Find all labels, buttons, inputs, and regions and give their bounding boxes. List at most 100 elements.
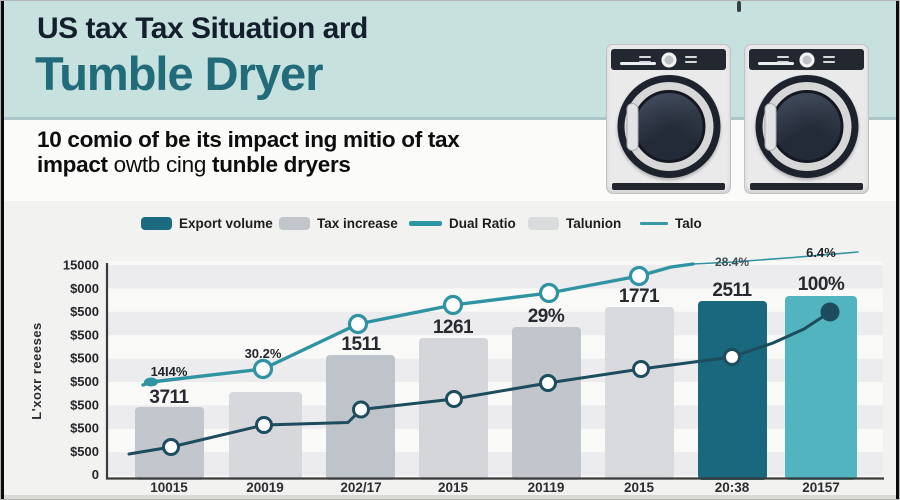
y-tick: $500	[70, 327, 99, 342]
bar-4	[419, 338, 488, 480]
y-axis-title: L'xoxr reeeses	[29, 322, 44, 420]
subtitle-line2-regular: owtb cing	[107, 151, 212, 177]
legend-label: Export volume	[179, 216, 273, 231]
legend-item-export-volume: Export volume	[141, 215, 273, 232]
y-tick: $500	[70, 444, 99, 459]
page-title-line1: US tax Tax Situation ard	[37, 12, 368, 45]
bar-label: 29%	[528, 306, 565, 327]
subtitle-line1: 10 comio of be its impact ing mitio of t…	[37, 127, 460, 152]
y-axis-ticks: 15000 $000 $500 $500 $500 $500 $500 $500…	[63, 258, 99, 483]
stray-mark	[737, 1, 741, 12]
bar-series	[135, 296, 857, 480]
bar-5	[512, 327, 581, 480]
bar-label: 1261	[433, 317, 474, 338]
subtitle-text: 10 comio of be its impact ing mitio of t…	[37, 127, 460, 178]
dryer-panel-dash	[776, 61, 789, 63]
dryer-control-panel	[749, 49, 864, 70]
talo-markers	[162, 348, 741, 456]
dryer-panel-line	[620, 62, 656, 65]
legend-item-talunion: Talunion	[528, 215, 621, 232]
y-tick: $500	[70, 374, 99, 389]
legend-item-dual-ratio: Dual Ratio	[409, 215, 516, 232]
bar-label: 2511	[712, 280, 752, 301]
page-title-line2: Tumble Dryer	[35, 47, 323, 100]
dryer-door-icon	[617, 75, 720, 178]
x-tick: 20157	[802, 480, 840, 495]
right-edge-bar	[896, 1, 899, 499]
bar-label: 1511	[341, 334, 381, 355]
dryer-knob-icon	[799, 52, 814, 67]
y-tick: 15000	[63, 258, 99, 273]
dryer-door-handle	[626, 102, 638, 151]
line-series-dual-ratio	[141, 251, 859, 387]
bar-label: 100%	[798, 274, 845, 295]
bar-8-highlight	[785, 296, 857, 480]
legend-swatch-talunion	[528, 217, 559, 230]
line-series-talo	[127, 302, 840, 456]
y-tick: $500	[70, 304, 99, 319]
legend-label: Tax increase	[317, 216, 398, 231]
subtitle-line2: impact owtb cing tunble dryers	[37, 151, 459, 178]
dryer-door-icon	[755, 75, 858, 178]
legend-item-tax-increase: Tax increase	[279, 215, 398, 232]
y-tick: 0	[92, 467, 99, 482]
dryer-base-strip	[612, 183, 725, 190]
dryer-panel-line	[758, 62, 794, 65]
bar-2	[229, 392, 302, 480]
bar-6	[605, 307, 674, 480]
line-label: 6.4%	[806, 245, 836, 260]
tumble-dryer-icon-1	[606, 44, 731, 194]
x-tick: 20119	[528, 480, 565, 495]
bottom-edge-strip	[1, 495, 899, 499]
dryer-panel-dash	[684, 56, 697, 58]
bar-label: 1771	[619, 286, 660, 307]
legend-swatch-export-volume	[141, 217, 172, 230]
x-tick: 20:38	[715, 480, 750, 495]
dryer-base-strip	[750, 183, 863, 190]
y-tick: $500	[70, 397, 99, 412]
left-edge-bar	[1, 1, 4, 499]
tumble-dryer-icon-2	[744, 44, 869, 194]
subtitle-line2-bold-start: impact	[37, 151, 108, 177]
legend-swatch-talo	[640, 222, 668, 225]
x-tick: 202/17	[340, 480, 381, 495]
line-label: 28.4%	[715, 255, 749, 269]
dryer-control-panel	[611, 49, 726, 70]
dryer-drum	[632, 90, 705, 163]
legend-label: Talunion	[566, 216, 622, 231]
y-tick: $500	[70, 351, 99, 366]
bar-label: 3711	[149, 387, 189, 408]
line-point-labels: 14I4% 30.2% 28.4% 6.4%	[151, 245, 837, 379]
dryer-panel-dash	[822, 56, 835, 58]
legend-label: Talo	[675, 216, 702, 231]
dryer-panel-dash	[638, 56, 651, 58]
dryer-door-handle	[764, 102, 776, 151]
bar-value-labels: 3711 1511 1261 29% 1771 2511 100%	[149, 274, 845, 408]
axis-lines	[105, 263, 884, 480]
x-axis-ticks: 10015 20019 202/17 2015 20119 2015 20:38…	[150, 480, 840, 495]
line-start-marker	[144, 377, 158, 387]
subtitle-line2-bold-end: tunble dryers	[212, 151, 351, 177]
dual-ratio-markers	[252, 265, 650, 380]
legend-swatch-dual-ratio	[409, 221, 442, 226]
dryer-panel-dash	[684, 61, 697, 63]
legend-label: Dual Ratio	[449, 216, 516, 231]
bar-7-export-volume	[698, 301, 767, 480]
x-tick: 10015	[150, 480, 188, 495]
combo-chart: 15000 $000 $500 $500 $500 $500 $500 $500…	[29, 245, 884, 495]
dryer-panel-dash	[822, 61, 835, 63]
y-tick: $500	[70, 421, 99, 436]
dryer-drum	[770, 90, 843, 163]
x-tick: 2015	[438, 480, 469, 495]
legend-swatch-tax-increase	[279, 217, 310, 230]
dryer-knob-icon	[661, 52, 676, 67]
dryer-panel-dash	[638, 61, 651, 63]
legend-item-talo: Talo	[640, 215, 702, 232]
y-tick: $000	[70, 281, 99, 296]
dryer-panel-dash	[776, 56, 789, 58]
talo-end-dot	[820, 302, 840, 322]
line-label: 30.2%	[245, 346, 282, 361]
x-tick: 20019	[246, 480, 284, 495]
x-tick: 2015	[624, 480, 655, 495]
